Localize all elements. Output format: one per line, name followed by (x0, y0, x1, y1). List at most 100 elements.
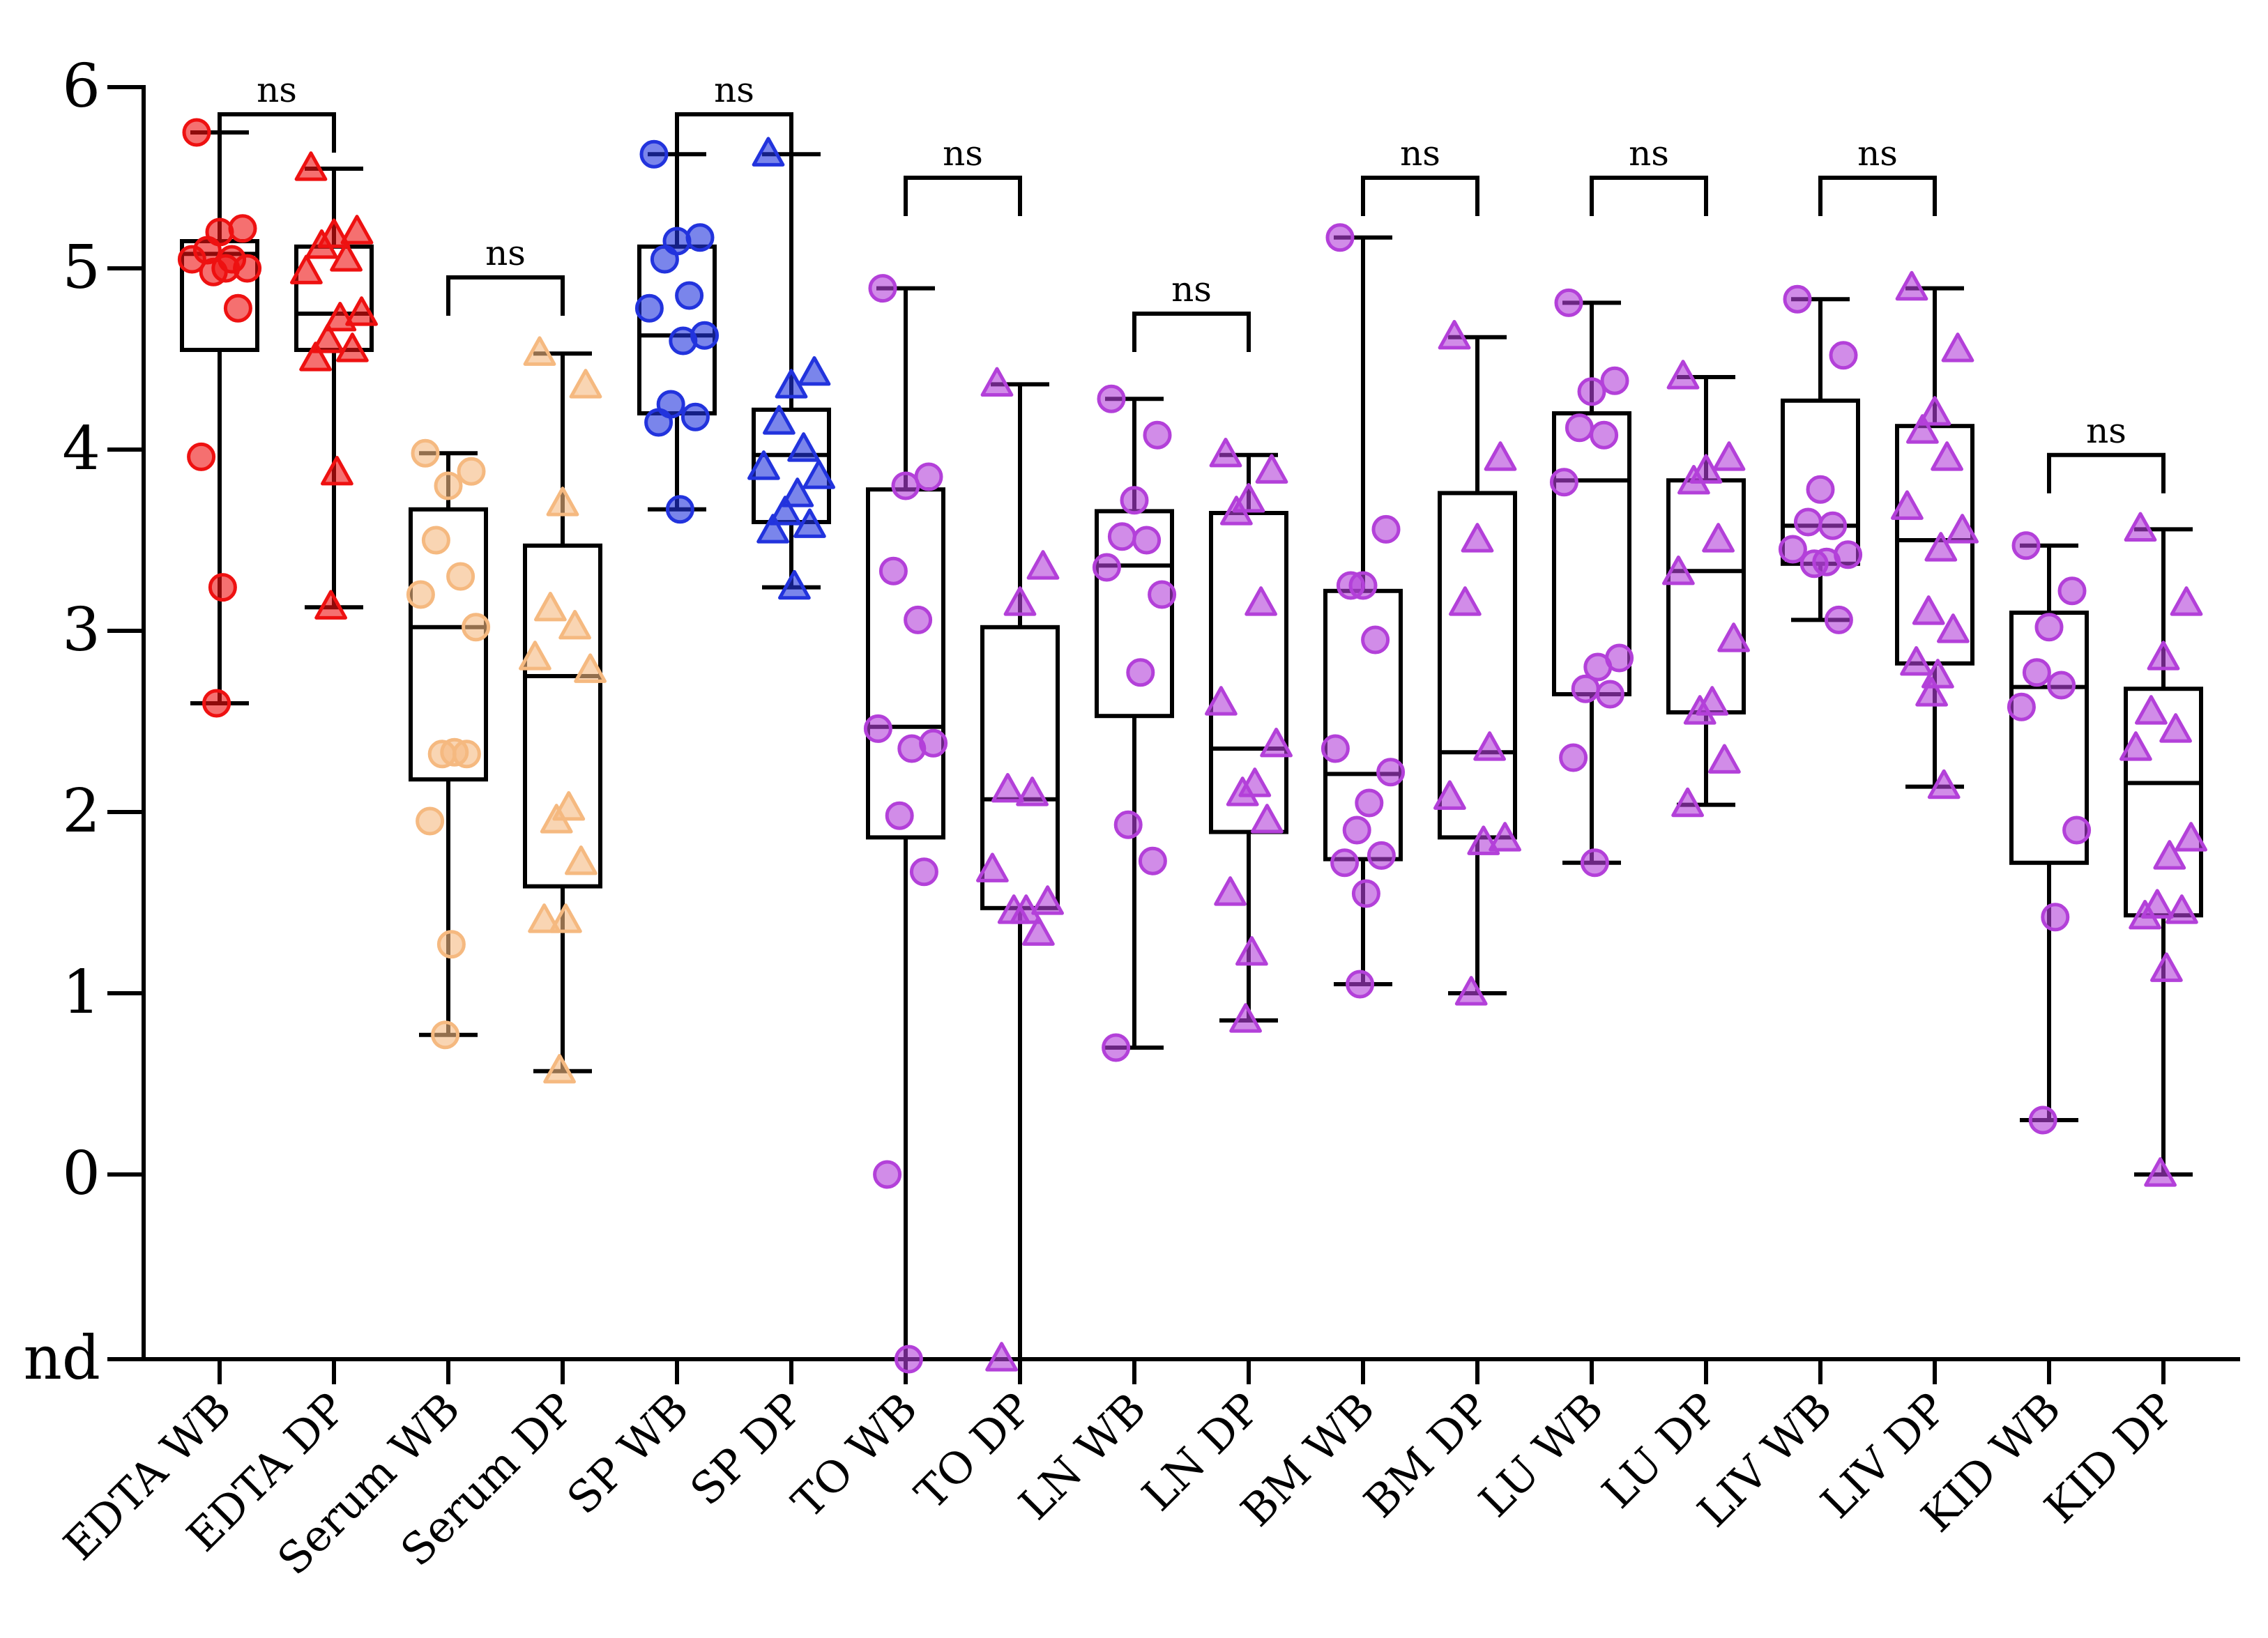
data-point (436, 930, 466, 959)
data-point (462, 613, 491, 642)
data-point (305, 229, 338, 259)
data-point (1806, 475, 1835, 504)
significance-bracket: ns (675, 70, 793, 153)
data-point (1229, 1003, 1262, 1033)
data-point (1590, 420, 1619, 450)
data-point (1484, 441, 1517, 471)
data-point (1778, 535, 1807, 564)
data-point (650, 245, 679, 274)
data-point (1342, 816, 1371, 845)
box-group (523, 351, 602, 1073)
data-point (1891, 490, 1924, 520)
data-point (1671, 787, 1704, 818)
data-point (1577, 377, 1606, 406)
data-point (763, 405, 796, 435)
x-tick-label: SP WB (557, 1383, 698, 1524)
data-point (1449, 586, 1482, 616)
data-point (1209, 437, 1242, 468)
data-point (985, 1342, 1018, 1372)
data-point (1927, 769, 1961, 799)
data-point (549, 903, 582, 933)
data-point (1666, 360, 1700, 390)
data-point (1321, 734, 1350, 763)
data-point (534, 591, 567, 622)
data-point (2150, 952, 2183, 982)
data-point (775, 369, 808, 399)
data-point (1717, 622, 1750, 652)
data-point (798, 355, 831, 386)
data-point (1918, 396, 1951, 426)
iqr-box (1666, 478, 1746, 714)
bracket-line (1361, 176, 1479, 216)
data-point (1824, 605, 1853, 634)
data-point (1255, 454, 1288, 484)
data-point (431, 1020, 460, 1050)
data-point (1245, 586, 1277, 616)
data-point (421, 526, 450, 555)
data-point (891, 471, 920, 500)
data-point (1330, 848, 1360, 878)
data-point (1226, 776, 1259, 806)
data-point (2124, 512, 2157, 542)
significance-label: ns (1629, 133, 1669, 174)
data-point (1895, 270, 1928, 301)
significance-label: ns (1400, 133, 1440, 174)
data-point (1138, 846, 1167, 875)
data-point (311, 323, 344, 353)
y-tick-label: 5 (62, 233, 100, 303)
data-point (1712, 441, 1746, 471)
significance-label: ns (1857, 133, 1898, 174)
data-point (546, 487, 579, 516)
data-point (2041, 903, 2070, 932)
y-tick-label: 1 (62, 958, 100, 1027)
data-point (2011, 531, 2041, 560)
data-point (1097, 384, 1126, 413)
data-point (345, 296, 378, 326)
data-point (2153, 840, 2186, 870)
data-point (1336, 571, 1365, 600)
data-point (1107, 522, 1136, 551)
data-point (1829, 341, 1858, 370)
data-point (2022, 658, 2051, 687)
data-point (523, 336, 556, 366)
data-point (980, 367, 1014, 397)
x-tick-label: TO WB (782, 1383, 927, 1528)
data-point (294, 151, 328, 181)
data-point (1783, 284, 1812, 314)
data-point (446, 562, 475, 591)
iqr-box (409, 507, 488, 782)
significance-label: ns (714, 70, 754, 110)
data-point (528, 903, 561, 933)
data-point (1220, 496, 1253, 526)
y-tick-label: 2 (62, 776, 100, 846)
data-point (314, 590, 347, 620)
data-point (1600, 366, 1629, 395)
data-point (863, 714, 892, 743)
data-point (1376, 758, 1406, 787)
bracket-line (2047, 452, 2166, 493)
data-point (208, 573, 237, 602)
data-point (519, 641, 551, 671)
significance-bracket: ns (1361, 133, 1479, 216)
data-point (1031, 885, 1064, 915)
data-point (894, 1345, 923, 1374)
data-point (1900, 645, 1933, 676)
data-point (1205, 686, 1238, 716)
data-point (1467, 825, 1500, 855)
data-point (1583, 652, 1613, 682)
data-point (1912, 595, 1945, 625)
bracket-line (675, 112, 793, 153)
data-point (427, 740, 457, 769)
data-point (2170, 586, 2203, 616)
significance-label: ns (257, 70, 297, 110)
data-point (1702, 523, 1735, 553)
iqr-box (523, 543, 602, 889)
data-point (558, 609, 591, 640)
data-point (324, 301, 357, 332)
data-point (1092, 553, 1121, 582)
data-point (793, 508, 826, 538)
data-point (1148, 580, 1177, 609)
data-point (2119, 731, 2152, 761)
significance-layer: ns ns ns ns ns ns ns ns ns (218, 70, 2166, 493)
